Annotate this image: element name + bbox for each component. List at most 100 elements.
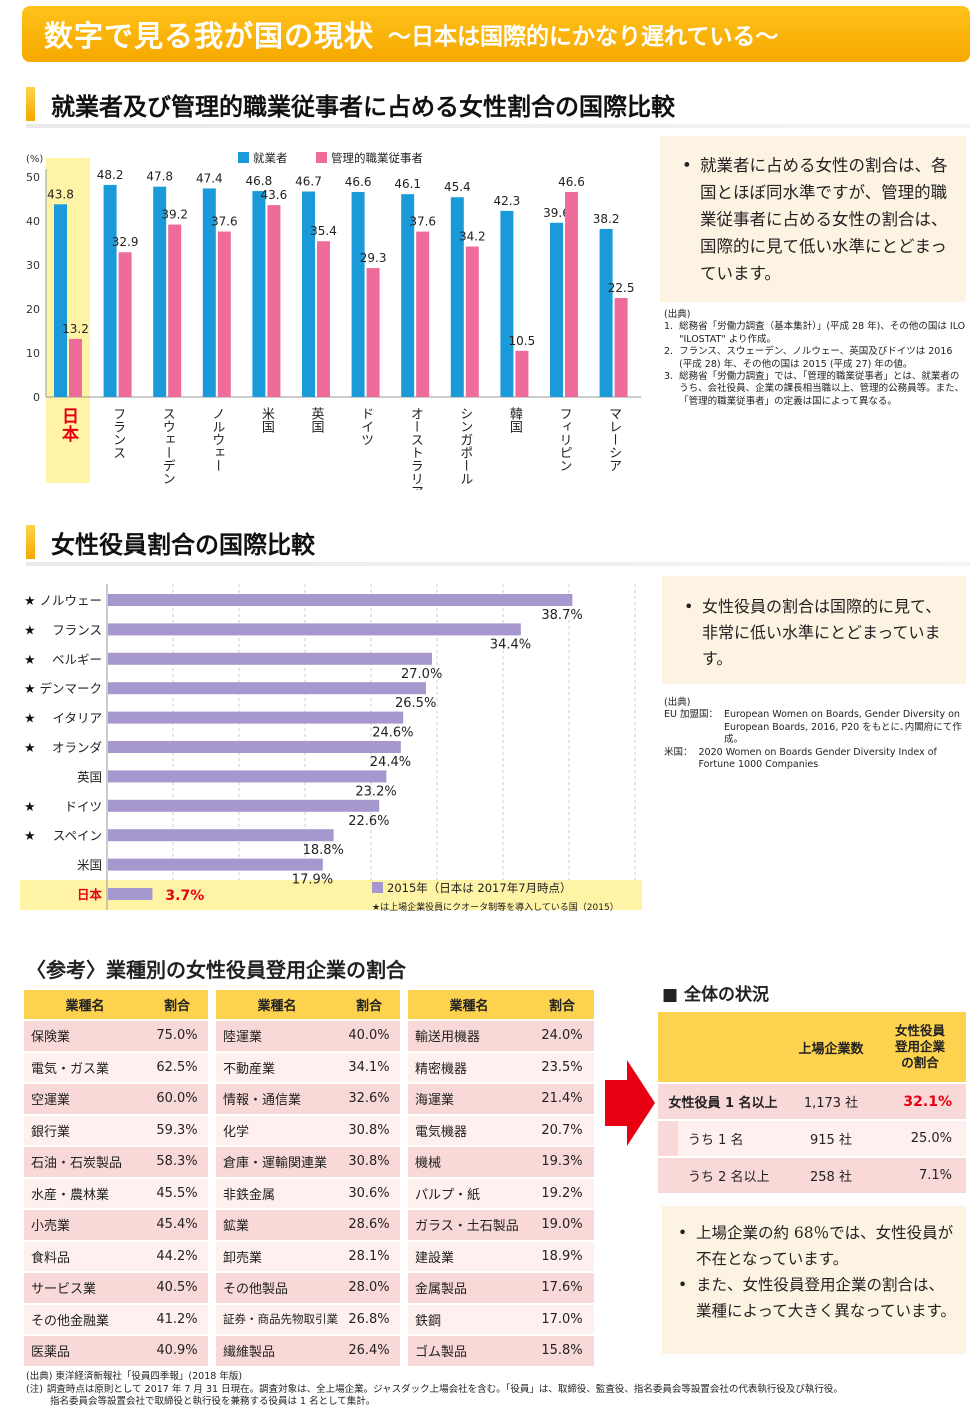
source-item: EU 加盟国： European Women on Boards, Gender …	[664, 709, 968, 746]
summary-title: ■ 全体の状況	[662, 985, 769, 1005]
industry-name: 証券・商品先物取引業	[216, 1304, 338, 1336]
category-label: フランス	[52, 622, 102, 637]
table-row: その他金融業 41.2% 証券・商品先物取引業 26.8% 鉄鋼 17.0%	[24, 1304, 594, 1336]
category-label: マレーシア	[606, 407, 621, 472]
industry-ratio: 28.1%	[338, 1241, 400, 1273]
source-text: フランス、スウェーデン、ノルウェー、英国及びドイツは 2016 (平成 28) …	[679, 346, 953, 370]
bar-value-label: 22.6%	[348, 814, 389, 829]
industry-ratio: 18.9%	[530, 1241, 594, 1273]
bar-value-label: 38.7%	[541, 608, 582, 623]
bar-value-label: 46.6	[345, 175, 372, 189]
table-row: 医薬品 40.9% 繊維製品 26.4% ゴム製品 15.8%	[24, 1336, 594, 1368]
quota-star-icon: ★	[24, 800, 36, 815]
industry-ratio: 32.6%	[338, 1084, 400, 1116]
bar-value-label: 46.7	[295, 175, 322, 189]
section1-sources: (出典) 1. 総務省「労働力調査（基本集計）」(平成 28 年)、その他の国は …	[664, 309, 966, 408]
sources-title: (出典)	[664, 309, 691, 320]
bar	[108, 682, 426, 695]
col-header-ratio: 割合	[146, 990, 208, 1021]
category-label: 日本	[58, 407, 79, 443]
table-row: 電気・ガス業 62.5% 不動産業 34.1% 精密機器 23.5%	[24, 1052, 594, 1084]
bar-employed	[550, 222, 563, 397]
summary-row-count: 915 社	[788, 1121, 874, 1158]
category-label: オランダ	[52, 740, 102, 755]
industry-ratio: 41.2%	[146, 1304, 208, 1336]
industry-name: 非鉄金属	[216, 1178, 338, 1210]
bar-value-label: 13.2	[62, 322, 89, 336]
y-tick-label: 10	[26, 347, 40, 360]
bar	[108, 594, 573, 606]
industry-name: 電気機器	[408, 1115, 530, 1147]
source-item: 米国： 2020 Women on Boards Gender Diversity…	[664, 747, 968, 772]
industry-ratio: 45.5%	[146, 1178, 208, 1210]
quota-star-icon: ★	[24, 594, 36, 609]
bar-managers	[118, 252, 132, 397]
industry-ratio: 26.4%	[338, 1336, 400, 1368]
industry-ratio: 59.3%	[146, 1115, 208, 1147]
footer-note-1: 調査時点は原則として 2017 年 7 月 31 日現在。調査対象は、全上場企業…	[46, 1383, 843, 1395]
bar-value-label: 48.2	[97, 168, 124, 182]
bar	[108, 888, 153, 900]
industry-table: 業種名 割合 業種名 割合 業種名 割合 保険業 75.0% 陸運業 40.0% 輸送用機器 24.…	[24, 990, 594, 1368]
table-row: 保険業 75.0% 陸運業 40.0% 輸送用機器 24.0%	[24, 1021, 594, 1053]
bar-employed	[351, 191, 365, 397]
source-number: 1.	[664, 321, 674, 333]
category-label: フランス	[110, 407, 125, 459]
legend-swatch	[316, 152, 327, 163]
bar-value-label: 17.9%	[292, 873, 333, 888]
table-row: 水産・農林業 45.5% 非鉄金属 30.6% パルプ・紙 19.2%	[24, 1178, 594, 1210]
bar-managers	[515, 350, 529, 397]
industry-ratio: 19.0%	[530, 1210, 594, 1242]
industry-ratio: 28.0%	[338, 1273, 400, 1305]
bar-managers	[416, 231, 430, 397]
quota-star-icon: ★	[24, 623, 36, 638]
title-banner: 数字で見る我が国の現状 ～日本は国際的にかなり遅れている～	[22, 6, 970, 62]
bar-employed	[252, 191, 266, 397]
industry-name: ゴム製品	[408, 1336, 530, 1368]
bar-value-label: 46.6	[558, 175, 585, 189]
industry-ratio: 34.1%	[338, 1052, 400, 1084]
legend-label: 2015年（日本は 2017年7月時点）	[387, 881, 572, 895]
source-text: 総務省「労働力調査」では、「管理的職業従事者」とは、就業者のうち、会社役員、企業…	[679, 371, 965, 407]
col-header-industry: 業種名	[24, 990, 146, 1021]
bar-employed	[202, 188, 216, 397]
summary-row-ratio: 32.1%	[874, 1084, 966, 1121]
bar	[108, 799, 380, 812]
section2-sources: (出典) EU 加盟国： European Women on Boards, Ge…	[664, 697, 968, 771]
y-tick-label: 30	[26, 259, 40, 272]
bar-managers	[317, 241, 330, 397]
industry-name: 鉱業	[216, 1210, 338, 1242]
summary-row-label: うち 1 名	[678, 1121, 788, 1158]
heading-marker	[26, 87, 35, 121]
industry-ratio: 40.9%	[146, 1336, 208, 1368]
quota-star-icon: ★	[24, 682, 36, 697]
footer-note-label: (注)	[26, 1383, 43, 1395]
bar-value-label: 24.4%	[370, 755, 411, 770]
industry-name: パルプ・紙	[408, 1178, 530, 1210]
industry-ratio: 40.0%	[338, 1021, 400, 1053]
industry-name: 食料品	[24, 1241, 146, 1273]
col-header-industry: 業種名	[216, 990, 338, 1021]
bar-value-label: 24.6%	[372, 726, 413, 741]
industry-name: その他金融業	[24, 1304, 146, 1336]
bar-value-label: 47.8	[146, 170, 173, 184]
bar-employed	[401, 194, 415, 397]
bar	[108, 770, 387, 783]
bar-managers	[465, 246, 479, 397]
industry-ratio: 19.2%	[530, 1178, 594, 1210]
bar-value-label: 26.5%	[395, 696, 436, 711]
industry-ratio: 44.2%	[146, 1241, 208, 1273]
industry-name: 医薬品	[24, 1336, 146, 1368]
source-item: 1. 総務省「労働力調査（基本集計）」(平成 28 年)、その他の国は ILO "…	[664, 321, 966, 346]
section1-header: 就業者及び管理的職業従事者に占める女性割合の国際比較	[26, 84, 970, 128]
source-text: European Women on Boards, Gender Diversi…	[723, 709, 962, 746]
section2-header: 女性役員割合の国際比較	[26, 522, 970, 566]
summary-row-ratio: 25.0%	[874, 1121, 966, 1158]
legend-swatch	[372, 882, 383, 893]
arrow-icon	[605, 1060, 655, 1146]
industry-name: サービス業	[24, 1273, 146, 1305]
category-label: スウェーデン	[160, 407, 175, 485]
category-label: ドイツ	[64, 799, 102, 814]
industry-name: 卸売業	[216, 1241, 338, 1273]
col-header-ratio: 割合	[530, 990, 594, 1021]
